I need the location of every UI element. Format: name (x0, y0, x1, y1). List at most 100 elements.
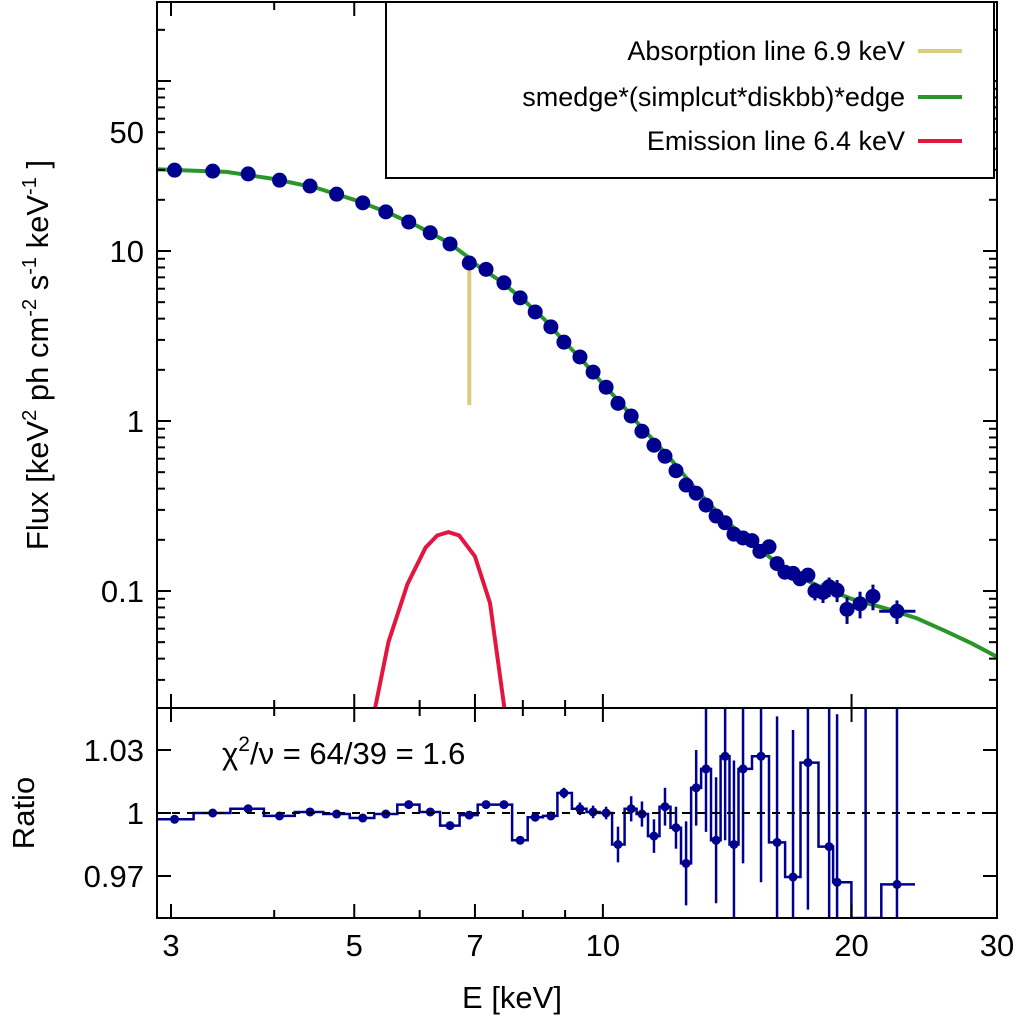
ylabel-part: Flux [keV (20, 421, 55, 551)
ratio-point (601, 808, 611, 818)
ratio-point (626, 804, 636, 814)
y-tick-label: 1 (127, 404, 144, 439)
chi2-annotation: χ2/ν = 64/39 = 1.6 (222, 733, 465, 771)
data-point (572, 349, 588, 365)
data-point (829, 582, 845, 598)
data-point (512, 290, 528, 306)
ratio-point (358, 813, 368, 823)
data-point (744, 533, 760, 549)
spectrum-panel (157, 162, 997, 708)
ratio-point (756, 751, 766, 761)
data-point (355, 195, 371, 211)
ratio-step-histogram (157, 755, 915, 918)
ratio-point (464, 810, 474, 820)
ylabel-part: ] (20, 160, 55, 177)
annot-part: /ν = 64/39 = 1.6 (250, 736, 465, 771)
ratio-point (637, 809, 647, 819)
ratio-point (772, 837, 782, 847)
ratio-panel (157, 708, 997, 918)
data-point (717, 515, 733, 531)
ylabel-part: keV (20, 195, 55, 257)
ratio-point (711, 835, 721, 845)
model-curve-series (157, 167, 997, 659)
data-point (496, 275, 512, 291)
data-point (329, 186, 345, 202)
ratio-point (481, 800, 491, 810)
legend: Absorption line 6.9 keV smedge*(simplcut… (385, 1, 995, 179)
data-point (623, 408, 639, 424)
ratio-point (649, 831, 659, 841)
data-point (668, 463, 684, 479)
data-point (302, 178, 318, 194)
x-tick-label: 5 (346, 928, 363, 963)
ylabel-sup: -2 (19, 299, 41, 317)
ratio-point (404, 800, 414, 810)
ratio-plot-area (157, 708, 915, 918)
data-point (272, 172, 288, 188)
data-point (698, 497, 714, 513)
data-point (657, 448, 673, 464)
legend-label-absorption: Absorption line 6.9 keV (627, 36, 905, 66)
annot-sup: 2 (238, 733, 250, 756)
data-point (634, 423, 650, 439)
data-point (800, 567, 816, 583)
ratio-point (738, 764, 748, 774)
ratio-point (701, 764, 711, 774)
ratio-point (530, 812, 540, 822)
y-tick-label: 10 (110, 234, 144, 269)
data-point (688, 485, 704, 501)
legend-label-model: smedge*(simplcut*diskbb)*edge (522, 82, 905, 112)
ylabel-sup: 2 (19, 410, 41, 421)
ylabel-sup: -1 (19, 257, 41, 275)
data-point (839, 601, 855, 617)
x-tick-label: 7 (466, 928, 483, 963)
data-point (205, 163, 221, 179)
data-point (478, 261, 494, 277)
ratio-point (681, 858, 691, 868)
y-axis-title-flux: Flux [keV2 ph cm-2 s-1 keV-1 ] (19, 160, 55, 550)
ratio-point (305, 807, 315, 817)
data-point (442, 236, 458, 252)
x-axis-title: E [keV] (462, 980, 562, 1015)
ratio-y-tick-label: 1.03 (84, 733, 144, 768)
data-point (556, 334, 572, 350)
ratio-point (425, 807, 435, 817)
ratio-point (515, 835, 525, 845)
data-point (240, 166, 256, 182)
data-point (646, 437, 662, 453)
ratio-point (824, 842, 834, 852)
ratio-point (499, 800, 509, 810)
ratio-point (243, 804, 253, 814)
y-tick-label: 50 (110, 115, 144, 150)
data-point (422, 225, 438, 241)
ratio-point (788, 872, 798, 882)
data-point (585, 364, 601, 380)
legend-label-emission: Emission line 6.4 keV (647, 126, 905, 156)
ratio-point (445, 821, 455, 831)
ylabel-part: ph cm (20, 317, 55, 410)
y-axis-title-ratio: Ratio (6, 777, 41, 849)
ratio-point (208, 808, 218, 818)
data-point (598, 379, 614, 395)
data-point (527, 304, 543, 320)
ratio-point (832, 877, 842, 887)
data-point (378, 204, 394, 220)
ratio-point (720, 751, 730, 761)
ratio-point (588, 807, 598, 817)
x-tick-label: 20 (834, 928, 868, 963)
ratio-point (892, 879, 902, 889)
x-tick-label: 10 (586, 928, 620, 963)
data-point (889, 603, 905, 619)
data-point (852, 596, 868, 612)
data-point (761, 539, 777, 555)
x-tick-label: 30 (980, 928, 1014, 963)
data-point (678, 477, 694, 493)
ratio-point (170, 814, 180, 824)
data-point (167, 162, 183, 178)
ratio-point (671, 823, 681, 833)
ratio-y-tick-label: 1 (127, 796, 144, 831)
ratio-point (575, 804, 585, 814)
ratio-point (691, 783, 701, 793)
data-point (865, 588, 881, 604)
spectrum-plot-area (157, 162, 997, 708)
